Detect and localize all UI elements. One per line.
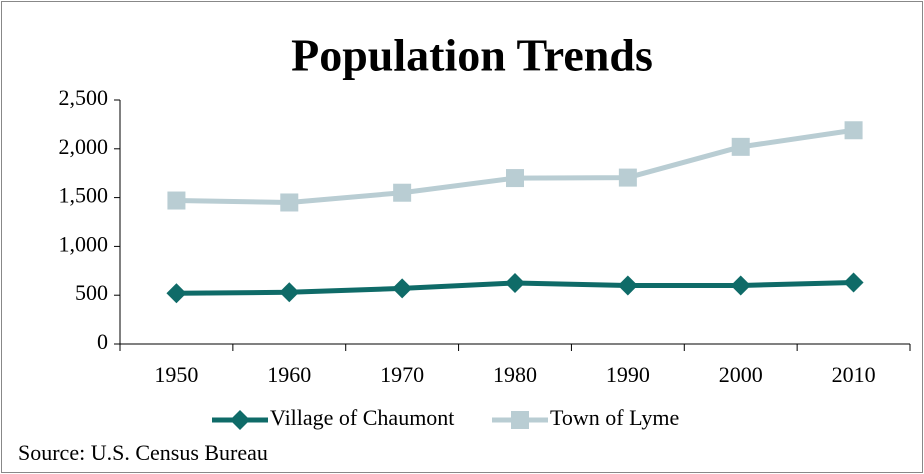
x-tick-label: 1980 [493, 362, 537, 387]
chart-title: Population Trends [291, 30, 653, 81]
x-tick-label: 1990 [606, 362, 650, 387]
marker [506, 169, 524, 188]
x-tick-label: 1950 [154, 362, 198, 387]
y-tick-label: 1,500 [59, 183, 109, 208]
y-tick-label: 2,500 [59, 85, 109, 110]
x-tick-label: 1960 [267, 362, 311, 387]
marker [730, 275, 751, 296]
marker [166, 283, 187, 304]
marker [617, 275, 638, 296]
marker [731, 137, 750, 156]
marker [618, 168, 637, 187]
marker [167, 191, 186, 210]
source-note: Source: U.S. Census Bureau [18, 440, 268, 465]
y-tick-label: 2,000 [59, 134, 109, 159]
marker [392, 278, 413, 299]
legend-label: Town of Lyme [550, 405, 679, 430]
marker [505, 273, 525, 293]
x-tick-label: 1970 [380, 362, 424, 387]
marker [393, 183, 412, 202]
y-tick-label: 0 [97, 329, 108, 354]
legend-marker [511, 411, 529, 429]
y-tick-label: 1,000 [59, 231, 109, 256]
x-tick-label: 2010 [832, 362, 876, 387]
marker [843, 272, 864, 293]
legend-label: Village of Chaumont [270, 405, 454, 430]
x-tick-label: 2000 [719, 362, 763, 387]
marker [279, 282, 300, 303]
legend-marker [230, 410, 250, 430]
y-tick-label: 500 [75, 280, 108, 305]
marker [844, 121, 863, 140]
marker [280, 193, 299, 212]
